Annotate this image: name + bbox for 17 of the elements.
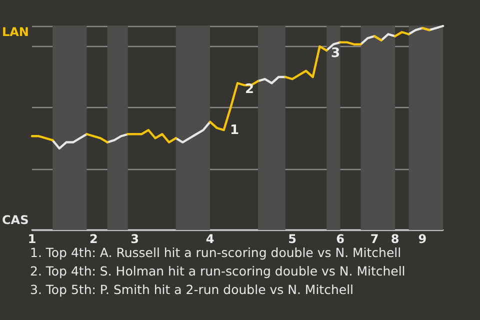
annotation: 2 bbox=[245, 82, 254, 97]
x-tick-label: 5 bbox=[288, 232, 296, 246]
x-tick-label: 8 bbox=[390, 232, 400, 246]
text: 3. Top 5th: P. Smith hit a 2-run double vs N. Mitchell bbox=[30, 282, 354, 297]
x-tick-label: 4 bbox=[206, 232, 214, 246]
x-tick-label: 7 bbox=[370, 232, 379, 246]
x-tick-label: 6 bbox=[336, 232, 344, 246]
x-tick-label: 3 bbox=[130, 232, 139, 246]
annotation: 1 bbox=[230, 123, 240, 138]
text: LAN bbox=[2, 25, 29, 39]
text: 1. Top 4th: A. Russell hit a run-scoring double vs N. Mitchell bbox=[30, 245, 402, 260]
x-tick-label: 1 bbox=[28, 232, 36, 246]
text: CAS bbox=[2, 213, 29, 227]
annotation: 3 bbox=[331, 46, 340, 61]
x-tick-label: 2 bbox=[89, 232, 98, 246]
x-tick-label: 9 bbox=[418, 232, 427, 246]
text: 2. Top 4th: S. Holman hit a run-scoring double vs N. Mitchell bbox=[30, 264, 406, 278]
